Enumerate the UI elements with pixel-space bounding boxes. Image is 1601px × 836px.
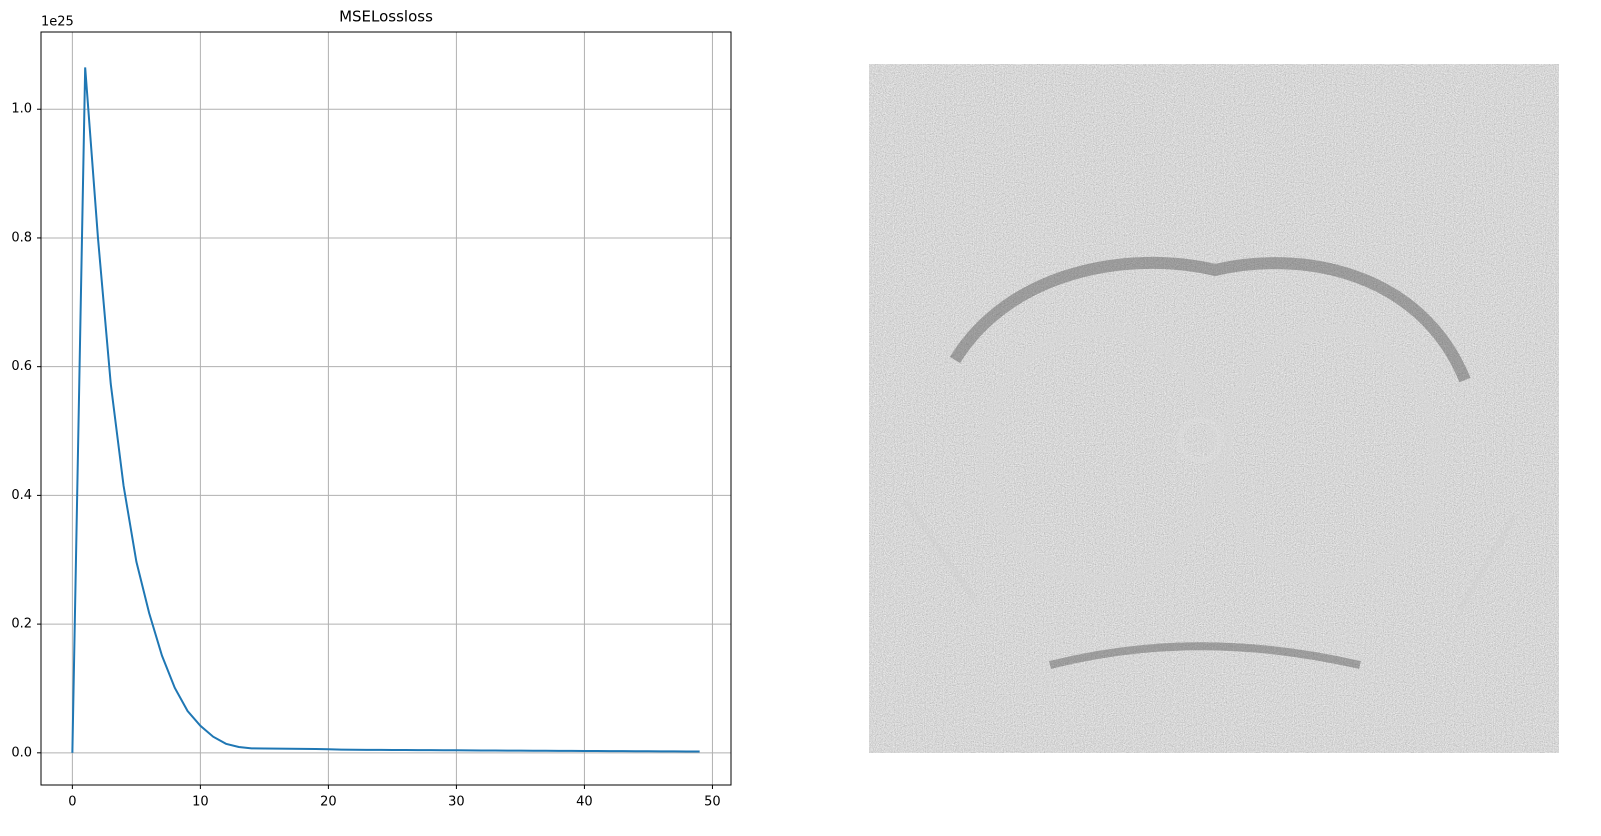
x-tick-label: 20 xyxy=(320,795,337,810)
grid: 0.0 0.2 0.4 0.6 0.8 1.0 0 10 20 30 40 50 xyxy=(11,32,731,810)
image-anatomy xyxy=(902,256,1518,669)
y-tick-label: 0.8 xyxy=(11,230,32,245)
loss-line xyxy=(71,67,700,753)
x-tick-label: 10 xyxy=(192,795,209,810)
image-noise xyxy=(869,64,1559,753)
x-tick-label: 30 xyxy=(448,795,465,810)
y-tick-label: 1.0 xyxy=(11,102,32,117)
y-tick-label: 0.0 xyxy=(11,745,32,760)
plot-area xyxy=(71,67,700,753)
x-tick-label: 50 xyxy=(704,795,721,810)
chart-title: MSELossloss xyxy=(339,8,433,26)
y-offset-label: 1e25 xyxy=(41,15,74,30)
axes-frame xyxy=(40,31,732,786)
x-tick-label: 40 xyxy=(576,795,593,810)
ct-image xyxy=(869,64,1559,753)
x-tick-label: 0 xyxy=(68,795,76,810)
y-tick-label: 0.6 xyxy=(11,359,32,374)
y-tick-label: 0.4 xyxy=(11,488,32,503)
y-tick-label: 0.2 xyxy=(11,617,32,632)
